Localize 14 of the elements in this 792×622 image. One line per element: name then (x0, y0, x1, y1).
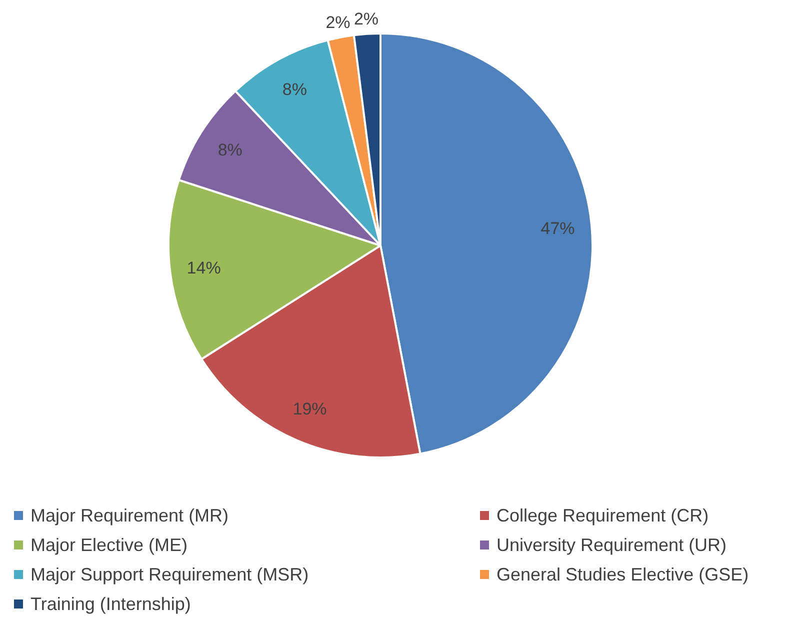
data-label: 8% (282, 80, 307, 99)
data-label: 2% (354, 10, 379, 29)
data-label: 2% (326, 13, 350, 32)
legend-label: Major Requirement (MR) (30, 506, 229, 526)
legend-label: Major Elective (ME) (30, 535, 188, 555)
legend-label: University Requirement (UR) (496, 535, 727, 555)
data-label: 19% (292, 399, 327, 418)
data-label: 47% (540, 219, 575, 238)
legend-label: Training (Internship) (30, 594, 191, 614)
data-label: 8% (218, 140, 242, 160)
data-label: 14% (186, 258, 221, 278)
legend-label: Major Support Requirement (MSR) (30, 564, 309, 584)
legend-label: College Requirement (CR) (496, 506, 709, 526)
legend-label: General Studies Elective (GSE) (496, 564, 749, 584)
